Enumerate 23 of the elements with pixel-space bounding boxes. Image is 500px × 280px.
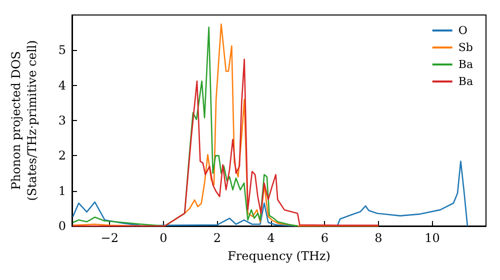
legend-label: O — [458, 24, 468, 37]
line-series — [72, 26, 298, 227]
legend-label: Ba — [458, 75, 474, 88]
y-axis-title: Phonon projected DOS (States/THz·primitive cell) — [9, 40, 39, 201]
x-tick-label: 0 — [160, 231, 168, 245]
x-tick-label: 4 — [267, 231, 276, 245]
legend-label: Sb — [458, 41, 473, 54]
y-tick-label: 4 — [58, 78, 66, 92]
line-series — [72, 58, 380, 227]
x-tick-label: 10 — [424, 231, 440, 245]
line-series — [72, 160, 468, 227]
y-tick-label: 3 — [58, 114, 66, 128]
y-tick-label: 0 — [58, 219, 66, 233]
x-axis-title: Frequency (THz) — [228, 249, 330, 263]
line-series — [72, 23, 380, 227]
x-tick-label: −2 — [100, 231, 118, 245]
x-tick-label: 8 — [374, 231, 382, 245]
y-tick-label: 5 — [58, 43, 66, 58]
legend-label: Ba — [458, 58, 474, 71]
y-tick-label: 2 — [58, 148, 66, 163]
y-tick-label: 1 — [58, 184, 66, 198]
x-tick-label: 6 — [320, 231, 329, 245]
x-tick-label: 2 — [213, 231, 221, 245]
